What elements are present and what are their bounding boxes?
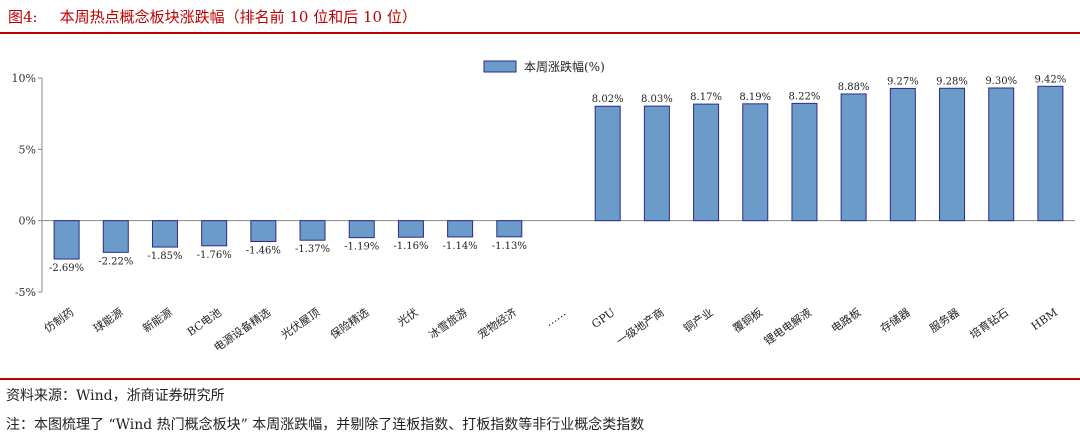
category-label: BC电池 — [185, 306, 224, 339]
y-tick-label: 0% — [19, 215, 36, 228]
category-label: GPU — [589, 306, 617, 331]
bar — [102, 220, 129, 253]
bar — [742, 103, 769, 222]
data-label: -1.46% — [246, 245, 281, 256]
bar — [791, 102, 818, 222]
data-label: -1.16% — [393, 241, 428, 252]
data-label: 8.02% — [592, 94, 624, 105]
category-label: 冰雪旅游 — [426, 305, 470, 342]
bar — [250, 220, 277, 242]
data-label: 9.27% — [887, 76, 919, 87]
bar — [840, 93, 867, 222]
bar — [299, 220, 326, 241]
category-label: 覆铜板 — [730, 305, 765, 335]
category-label: 保险精选 — [327, 305, 371, 342]
y-tick-label: -5% — [15, 286, 36, 299]
category-label: 服务器 — [927, 306, 961, 336]
bar — [151, 220, 178, 248]
chart-bars — [53, 85, 1064, 260]
figure-number: 图4: — [8, 8, 38, 26]
category-label: 培育钻石 — [967, 305, 1011, 342]
bar — [447, 220, 474, 238]
data-label: -1.37% — [295, 244, 330, 255]
data-label: 9.30% — [985, 76, 1017, 87]
data-label: 8.17% — [690, 92, 722, 103]
category-label: 光伏屋顶 — [278, 305, 322, 342]
data-label: 9.28% — [936, 76, 968, 87]
data-label: 8.19% — [739, 92, 771, 103]
y-tick-label: 10% — [12, 72, 36, 85]
bar — [397, 220, 424, 238]
data-label: -1.14% — [443, 241, 478, 252]
bar — [594, 105, 621, 222]
data-label: 8.88% — [838, 82, 870, 93]
data-label: -2.22% — [98, 256, 133, 267]
category-label: 球能源 — [90, 305, 125, 335]
category-label: 锂电电解液 — [761, 305, 814, 348]
category-label: 存储器 — [877, 305, 912, 335]
data-label: 8.22% — [789, 91, 821, 102]
category-label: 仿制药 — [42, 306, 76, 336]
bar — [643, 105, 670, 222]
data-label: -1.76% — [197, 250, 232, 261]
source-text: 资料来源：Wind，浙商证券研究所 — [6, 388, 225, 404]
chart-legend: 本周涨跌幅(%) — [483, 59, 605, 74]
chart-data-labels: -2.69% -2.22% -1.85% -1.76% -1.46% -1.37% -1.1… — [49, 74, 1066, 274]
bar — [348, 220, 375, 239]
bar — [201, 220, 228, 247]
bar — [496, 220, 523, 238]
data-label: 9.42% — [1035, 74, 1067, 85]
bar — [988, 87, 1015, 222]
category-label: 光伏 — [395, 305, 421, 329]
data-label: 8.03% — [641, 94, 673, 105]
bar — [53, 220, 80, 260]
category-label: 一级地产商 — [614, 305, 667, 348]
legend-swatch — [483, 60, 517, 73]
bar — [1037, 85, 1064, 222]
data-label: -1.19% — [344, 242, 379, 253]
category-label: 新能源 — [140, 305, 175, 335]
source-rule — [0, 378, 1080, 380]
data-label: -1.85% — [147, 251, 182, 262]
data-label: -2.69% — [49, 263, 84, 274]
data-label: -1.13% — [492, 241, 527, 252]
title-rule — [0, 32, 1080, 34]
figure-title: 图4: 本周热点概念板块涨跌幅（排名前 10 位和后 10 位） — [8, 6, 417, 27]
figure-title-text: 本周热点概念板块涨跌幅（排名前 10 位和后 10 位） — [59, 8, 417, 26]
bar — [693, 103, 720, 222]
category-label: HBM — [1029, 306, 1060, 333]
note-text: 注：本图梳理了 “Wind 热门概念板块” 本周涨跌幅，并剔除了连板指数、打板指… — [6, 417, 645, 433]
category-label: 宠物经济 — [475, 305, 519, 342]
bar — [939, 87, 966, 222]
category-label: …… — [543, 306, 568, 329]
category-label: 电路板 — [828, 305, 863, 335]
bar — [889, 87, 916, 222]
bar-chart: -5% 0% 5% 10% -2.69% -2.22% -1.85% -1.76% -1.46… — [12, 59, 1075, 354]
y-tick-label: 5% — [19, 143, 36, 156]
legend-label: 本周涨跌幅(%) — [524, 59, 605, 74]
category-label: 铜产业 — [681, 305, 716, 335]
